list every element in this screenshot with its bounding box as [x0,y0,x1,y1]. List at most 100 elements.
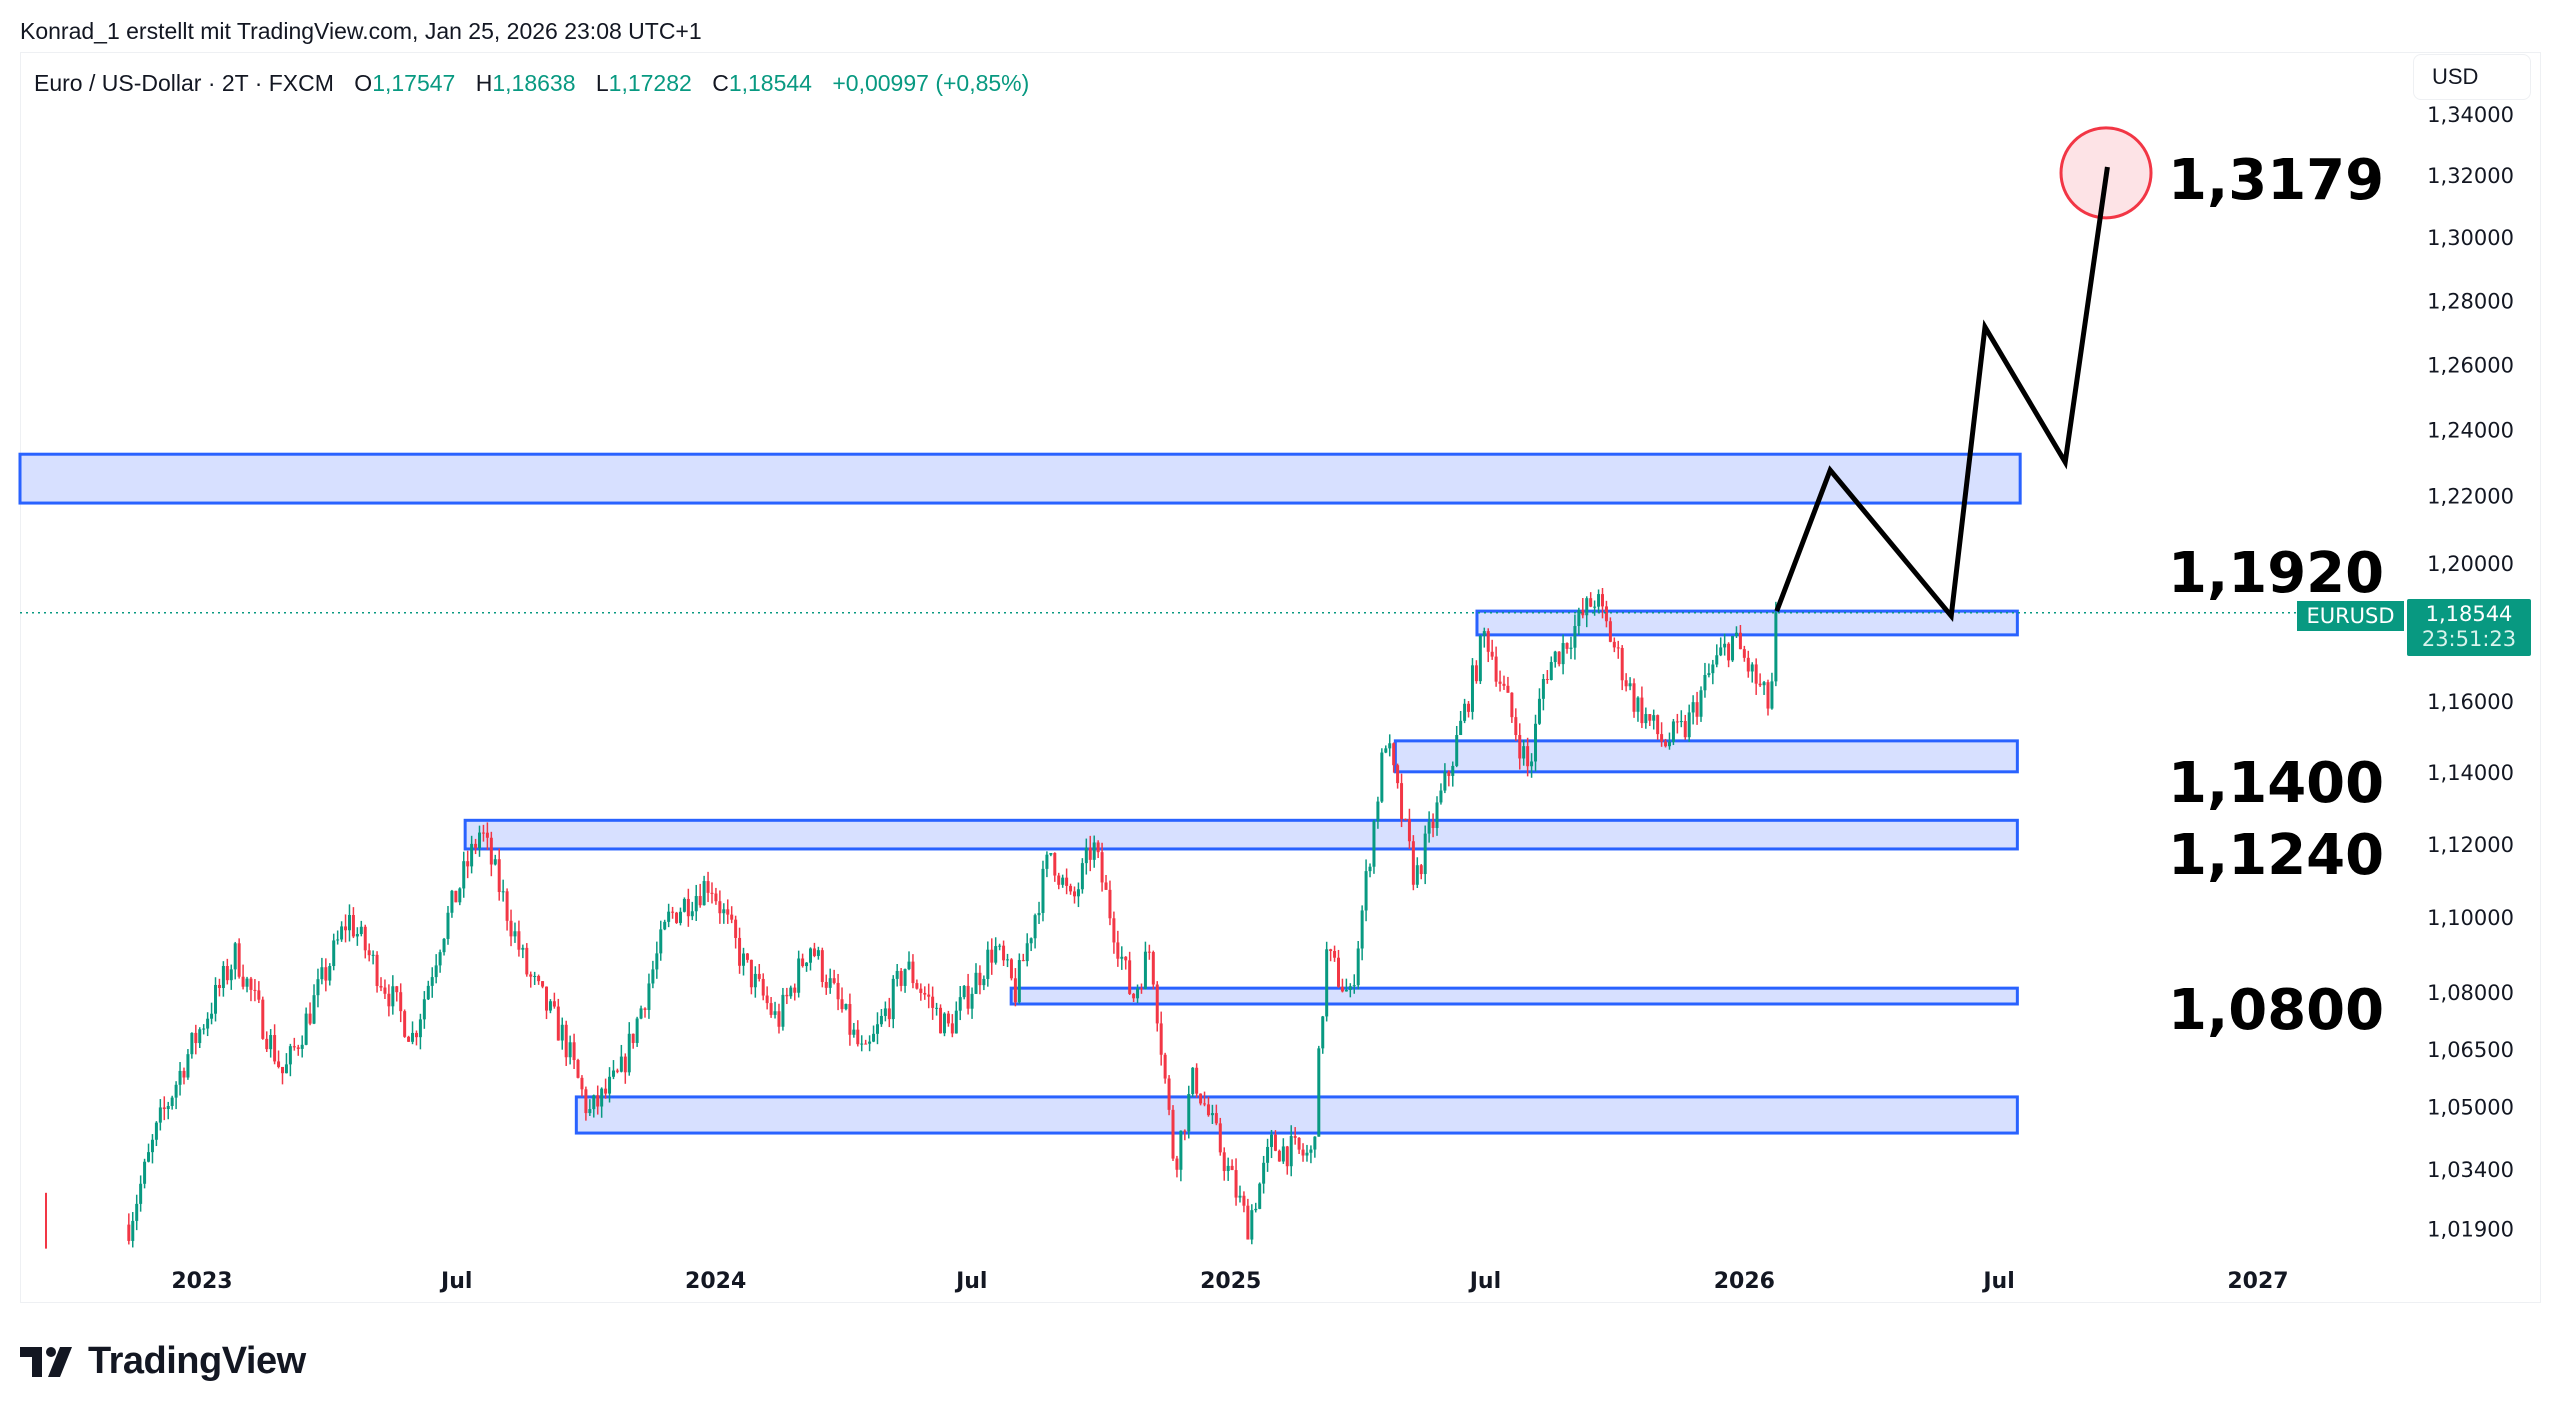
candle [1565,642,1569,654]
candle [273,1024,277,1065]
candle [749,959,753,995]
candle [158,1099,162,1131]
candle [868,1035,872,1052]
candle [584,1086,588,1121]
candle [1285,1145,1289,1175]
candle [872,1025,876,1043]
zone-rect[interactable] [1009,986,2019,1006]
candle [379,977,383,992]
candle [1400,773,1404,828]
currency-button[interactable]: USD [2413,54,2531,100]
close-value: 1,18544 [728,70,812,96]
tradingview-logo[interactable]: TradingView [20,1340,306,1383]
price-tick-label: 1,20000 [2427,552,2514,576]
price-level-label[interactable]: 1,0800 [2168,978,2384,1043]
candle [367,943,371,962]
zones-layer [18,452,2022,1135]
candle [1675,713,1679,734]
candle [1490,639,1494,660]
price-tick-label: 1,34000 [2427,103,2514,127]
candle [257,981,261,1004]
candle [722,903,726,924]
candle [1482,627,1486,648]
zone-rect[interactable] [18,452,2022,505]
candle [135,1194,139,1231]
candle [1222,1147,1226,1181]
candle [355,927,359,946]
candle [292,1037,296,1051]
chart-credit: Konrad_1 erstellt mit TradingView.com, J… [20,18,702,44]
candle [903,968,907,993]
candle [962,985,966,1000]
candle [237,938,241,979]
price-level-label[interactable]: 1,1240 [2168,823,2384,888]
candle [375,951,379,993]
candle [734,915,738,949]
candle [178,1062,182,1096]
price-level-label[interactable]: 1,1400 [2168,751,2384,816]
candle [387,984,391,1017]
candle [1518,723,1522,770]
candle [1447,770,1451,787]
candle [805,962,809,972]
time-axis[interactable]: 2023 Jul 2024 Jul 2025 Jul 2026 Jul 2027 [171,1269,2288,1294]
candle [241,964,245,990]
candle [919,983,923,1001]
price-tick-label: 1,30000 [2427,226,2514,250]
candle [217,978,221,997]
candle [1151,950,1155,990]
candle [1037,901,1041,924]
candle [1762,680,1766,695]
candle [694,884,698,921]
candle [1664,738,1668,748]
candle [1348,983,1352,998]
candle [564,1020,568,1066]
candle [966,973,970,1015]
price-axis[interactable]: 1,34000 1,32000 1,30000 1,28000 1,26000 1,240… [2427,103,2514,1242]
candle [1455,725,1459,768]
zone-rect[interactable] [1475,609,2019,637]
projection-path[interactable] [1774,166,2110,623]
candle [935,1002,939,1016]
price-level-label[interactable]: 1,3179 [2168,148,2384,213]
candle [848,993,852,1046]
candle [1049,852,1053,857]
zone-rect[interactable] [463,818,2019,851]
candle [974,963,978,995]
candle [340,921,344,942]
candle [481,824,485,842]
candle [1218,1117,1222,1156]
low-value: 1,17282 [608,70,692,96]
time-tick-label: 2024 [685,1269,746,1294]
zone-rect[interactable] [574,1095,2019,1135]
candle [320,957,324,985]
candle [856,1020,860,1047]
symbol-title[interactable]: Euro / US-Dollar · 2T · FXCM [34,70,334,96]
candle [1636,696,1640,722]
candle [978,965,982,995]
price-level-label[interactable]: 1,1920 [2168,541,2384,606]
zone-rect[interactable] [1393,739,2019,774]
candle [194,1024,198,1055]
candle [1167,1075,1171,1116]
candle [1459,711,1463,736]
candle [1644,707,1648,729]
candle [1656,714,1660,740]
time-tick-label: Jul [1468,1269,1501,1294]
candle [895,964,899,987]
candle [608,1067,612,1103]
candle [253,979,257,1002]
candle [690,901,694,921]
candle [1671,718,1675,746]
candle [1597,589,1601,614]
candle [407,1035,411,1042]
candle [1608,617,1612,643]
candle [1017,953,1021,1004]
candle [1411,835,1415,891]
close-label: C [712,70,729,96]
candle [1273,1130,1277,1152]
candle [604,1078,608,1099]
candle [1766,679,1770,716]
candle [525,943,529,977]
